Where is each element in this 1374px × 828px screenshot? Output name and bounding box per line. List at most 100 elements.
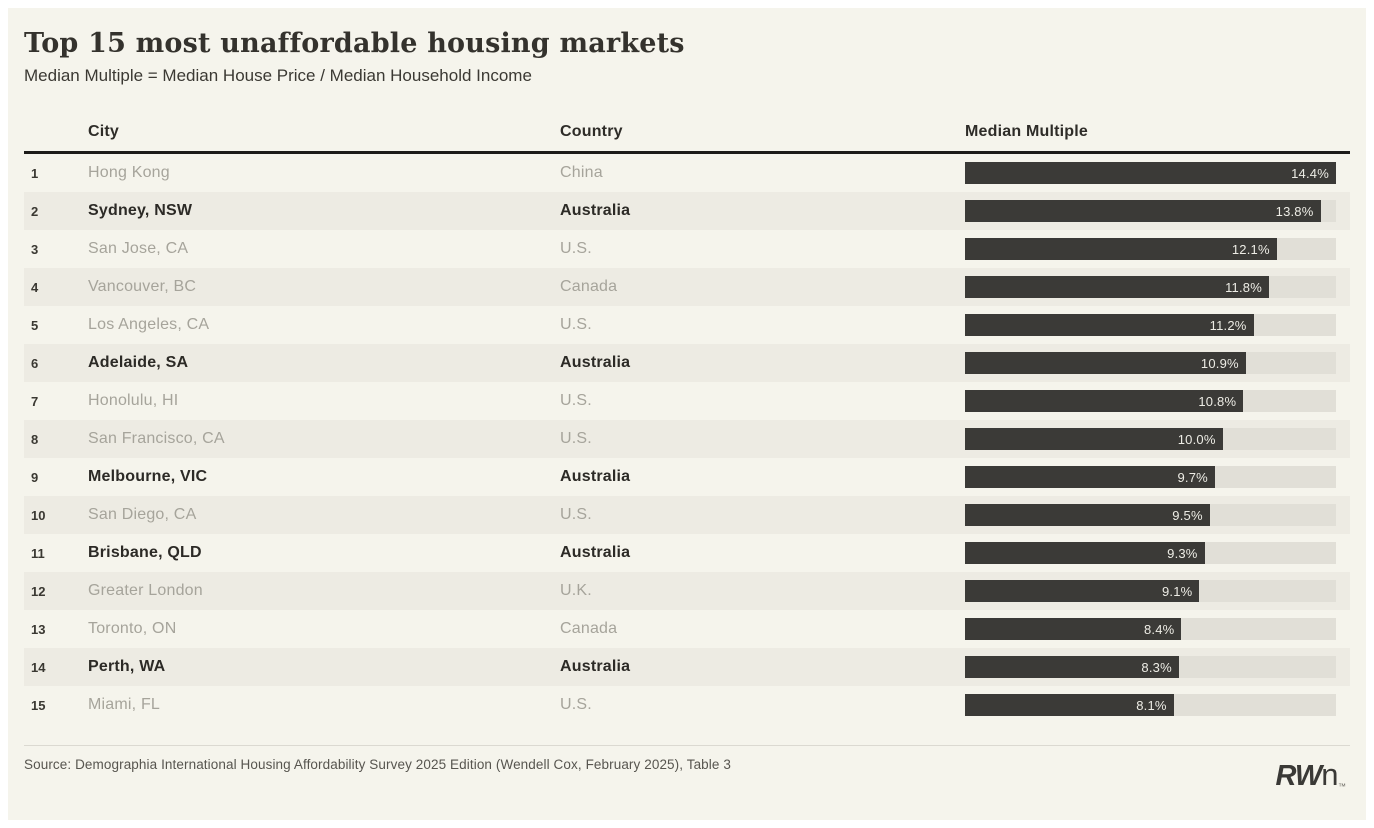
row-city: Vancouver, BC [88,278,197,296]
rwn-logo: RWn™ [1275,759,1346,791]
row-bar-cell: 11.8% [965,276,1336,299]
table-header-row: City Country Median Multiple [24,113,1350,155]
median-multiple-bar-track: 11.2% [965,314,1336,337]
row-country: Australia [560,202,631,220]
median-multiple-bar: 9.7% [965,466,1215,489]
median-multiple-bar: 13.8% [965,200,1321,223]
row-rank: 9 [31,469,39,485]
row-city: Hong Kong [88,164,170,182]
row-city: Greater London [88,582,203,600]
row-bar-cell: 12.1% [965,238,1336,261]
row-bar-cell: 9.1% [965,580,1336,603]
bar-value-label: 14.4% [1291,165,1329,181]
row-city: Perth, WA [88,658,166,676]
row-city: Toronto, ON [88,620,177,638]
bar-value-label: 10.0% [1177,431,1216,447]
row-country: China [560,164,603,182]
row-rank: 12 [31,583,46,599]
median-multiple-bar-track: 8.4% [965,618,1336,641]
row-country: Australia [560,544,631,562]
row-country: Canada [560,620,618,638]
row-rank: 5 [31,317,39,333]
table-row: 1 Hong Kong China 14.4% [24,154,1350,192]
bar-value-label: 10.9% [1200,355,1239,371]
row-country: U.K. [560,582,592,600]
median-multiple-bar-track: 9.7% [965,466,1336,489]
row-city: San Diego, CA [88,506,197,524]
row-bar-cell: 9.7% [965,466,1336,489]
row-country: Australia [560,658,631,676]
median-multiple-bar-track: 10.8% [965,390,1336,413]
median-multiple-bar: 8.4% [965,618,1182,641]
row-city: Los Angeles, CA [88,316,210,334]
bar-value-label: 11.2% [1209,317,1247,333]
table-row: 2 Sydney, NSW Australia 13.8% [24,192,1350,231]
row-country: Canada [560,278,618,296]
column-header-city: City [88,123,120,141]
row-bar-cell: 8.1% [965,694,1336,717]
row-city: Adelaide, SA [88,354,189,372]
bar-value-label: 10.8% [1198,393,1237,409]
bar-value-label: 11.8% [1225,279,1262,295]
row-bar-cell: 14.4% [965,162,1336,185]
row-city: Brisbane, QLD [88,544,202,562]
row-rank: 3 [31,241,39,257]
table-row: 7 Honolulu, HI U.S. 10.8% [24,382,1350,420]
footer: Source: Demographia International Housin… [24,745,1350,791]
row-country: U.S. [560,316,592,334]
row-city: Melbourne, VIC [88,468,208,486]
infographic-card: Top 15 most unaffordable housing markets… [8,8,1366,820]
median-multiple-bar: 11.8% [965,276,1269,299]
table-row: 8 San Francisco, CA U.S. 10.0% [24,420,1350,459]
median-multiple-bar-track: 8.3% [965,656,1336,679]
row-rank: 7 [31,393,39,409]
housing-markets-table: City Country Median Multiple 1 Hong Kong… [24,113,1350,724]
median-multiple-bar-track: 9.5% [965,504,1336,527]
median-multiple-bar: 8.3% [965,656,1179,679]
source-attribution: Source: Demographia International Housin… [24,757,731,773]
median-multiple-bar: 12.1% [965,238,1277,261]
median-multiple-bar-track: 10.9% [965,352,1336,375]
median-multiple-bar-track: 11.8% [965,276,1336,299]
row-city: Sydney, NSW [88,202,193,220]
median-multiple-bar-track: 14.4% [965,162,1336,185]
row-bar-cell: 10.0% [965,428,1336,451]
table-row: 4 Vancouver, BC Canada 11.8% [24,268,1350,307]
bar-value-label: 8.4% [1143,621,1175,637]
table-row: 10 San Diego, CA U.S. 9.5% [24,496,1350,535]
row-bar-cell: 11.2% [965,314,1336,337]
table-row: 15 Miami, FL U.S. 8.1% [24,686,1350,724]
row-city: Honolulu, HI [88,392,179,410]
row-country: U.S. [560,392,592,410]
row-bar-cell: 13.8% [965,200,1336,223]
row-rank: 2 [31,203,39,219]
row-bar-cell: 10.8% [965,390,1336,413]
row-rank: 14 [31,659,46,675]
median-multiple-bar: 10.8% [965,390,1244,413]
median-multiple-bar-track: 9.1% [965,580,1336,603]
row-rank: 6 [31,355,39,371]
row-rank: 13 [31,621,46,637]
row-rank: 10 [31,507,46,523]
row-bar-cell: 9.3% [965,542,1336,565]
row-rank: 8 [31,431,39,447]
bar-value-label: 8.1% [1136,697,1167,713]
table-row: 14 Perth, WA Australia 8.3% [24,648,1350,687]
median-multiple-bar-track: 13.8% [965,200,1336,223]
median-multiple-bar: 10.0% [965,428,1223,451]
median-multiple-bar: 14.4% [965,162,1336,185]
median-multiple-bar: 9.5% [965,504,1210,527]
bar-value-label: 8.3% [1141,659,1172,675]
row-bar-cell: 10.9% [965,352,1336,375]
median-multiple-bar-track: 10.0% [965,428,1336,451]
column-header-median-multiple: Median Multiple [965,123,1088,141]
row-city: San Jose, CA [88,240,189,258]
table-body: 1 Hong Kong China 14.4% 2 Sydney, NSW Au… [24,154,1350,724]
table-row: 12 Greater London U.K. 9.1% [24,572,1350,611]
page-title: Top 15 most unaffordable housing markets [24,28,685,59]
row-country: Australia [560,354,631,372]
table-row: 3 San Jose, CA U.S. 12.1% [24,230,1350,268]
row-rank: 1 [31,165,39,181]
row-bar-cell: 8.4% [965,618,1336,641]
bar-value-label: 12.1% [1231,241,1270,257]
